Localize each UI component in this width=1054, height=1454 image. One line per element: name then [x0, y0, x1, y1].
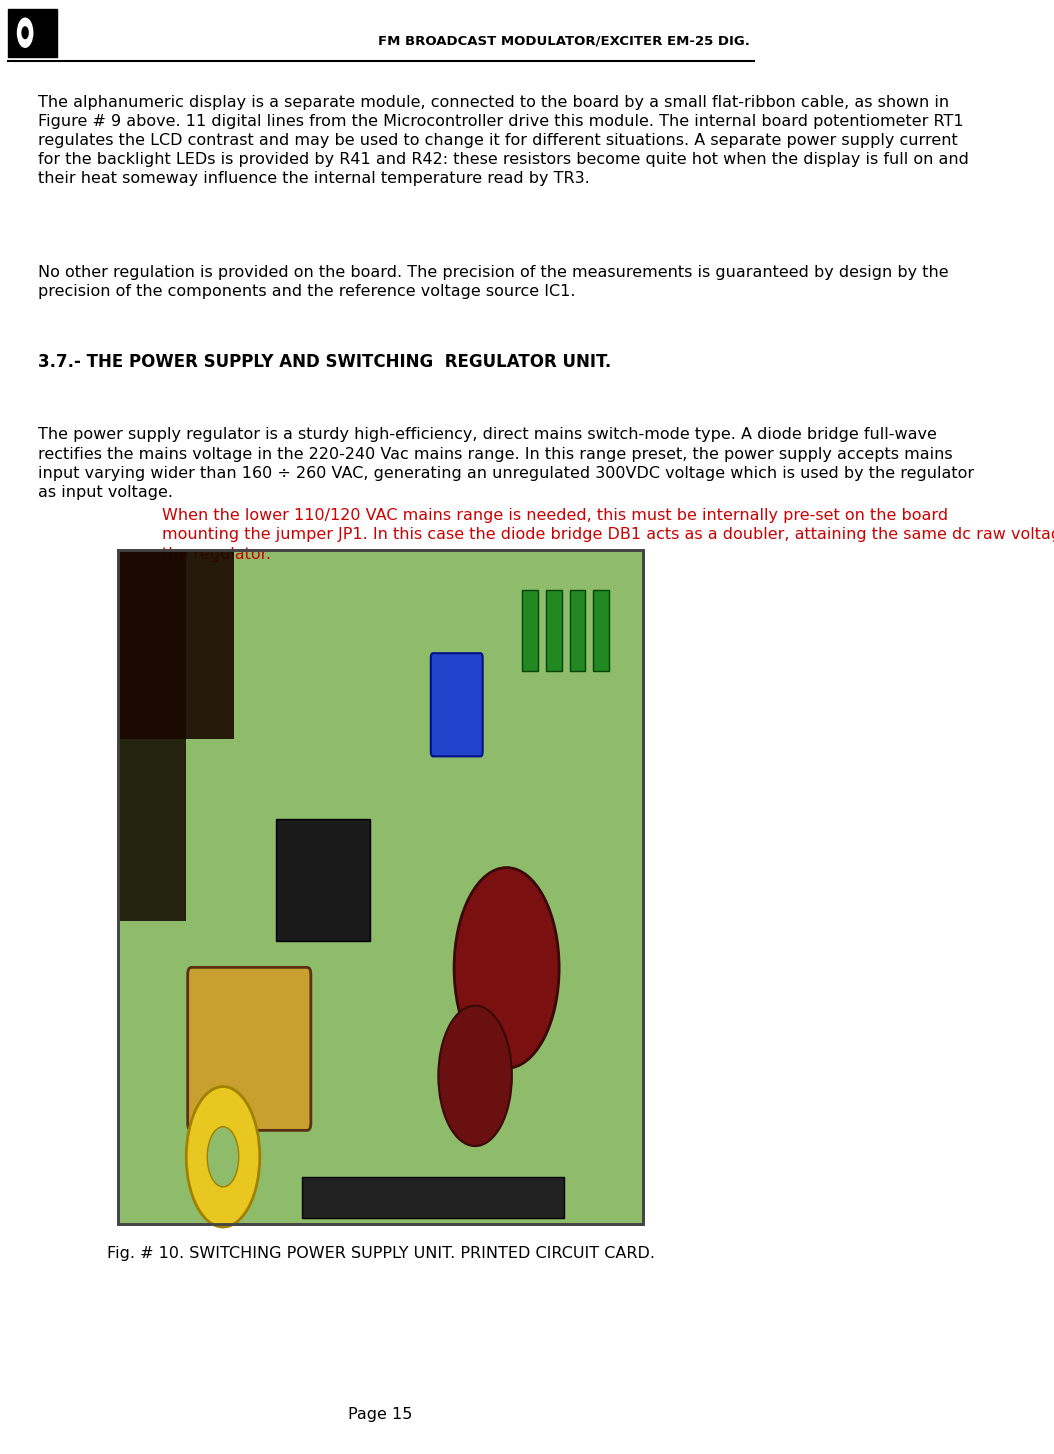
Bar	[275, 820, 370, 941]
Bar	[569, 590, 585, 672]
Text: When the lower 110/120 VAC mains range is needed, this must be internally pre-se: When the lower 110/120 VAC mains range i…	[161, 509, 1054, 561]
FancyBboxPatch shape	[431, 653, 483, 756]
Circle shape	[18, 17, 33, 48]
Circle shape	[208, 1127, 239, 1186]
Bar	[523, 590, 539, 672]
Text: Page 15: Page 15	[349, 1407, 413, 1422]
Bar	[118, 550, 187, 920]
Text: No other regulation is provided on the board. The precision of the measurements : No other regulation is provided on the b…	[38, 265, 949, 300]
Bar	[118, 550, 234, 739]
Text: 3.7.- THE POWER SUPPLY AND SWITCHING  REGULATOR UNIT.: 3.7.- THE POWER SUPPLY AND SWITCHING REG…	[38, 353, 611, 371]
Bar	[118, 550, 643, 1224]
FancyBboxPatch shape	[188, 967, 311, 1130]
Bar	[118, 550, 643, 1224]
Circle shape	[187, 1086, 259, 1227]
Bar	[546, 590, 562, 672]
Bar	[593, 590, 609, 672]
Text: The power supply regulator is a sturdy high-efficiency, direct mains switch-mode: The power supply regulator is a sturdy h…	[38, 427, 974, 500]
Text: Fig. # 10. SWITCHING POWER SUPPLY UNIT. PRINTED CIRCUIT CARD.: Fig. # 10. SWITCHING POWER SUPPLY UNIT. …	[106, 1246, 655, 1261]
Bar	[7, 9, 57, 57]
Circle shape	[438, 1006, 512, 1146]
Circle shape	[454, 868, 559, 1069]
Text: The alphanumeric display is a separate module, connected to the board by a small: The alphanumeric display is a separate m…	[38, 95, 969, 186]
Circle shape	[22, 26, 28, 38]
Text: FM BROADCAST MODULATOR/EXCITER EM-25 DIG.: FM BROADCAST MODULATOR/EXCITER EM-25 DIG…	[377, 35, 749, 48]
Bar	[301, 1178, 564, 1217]
